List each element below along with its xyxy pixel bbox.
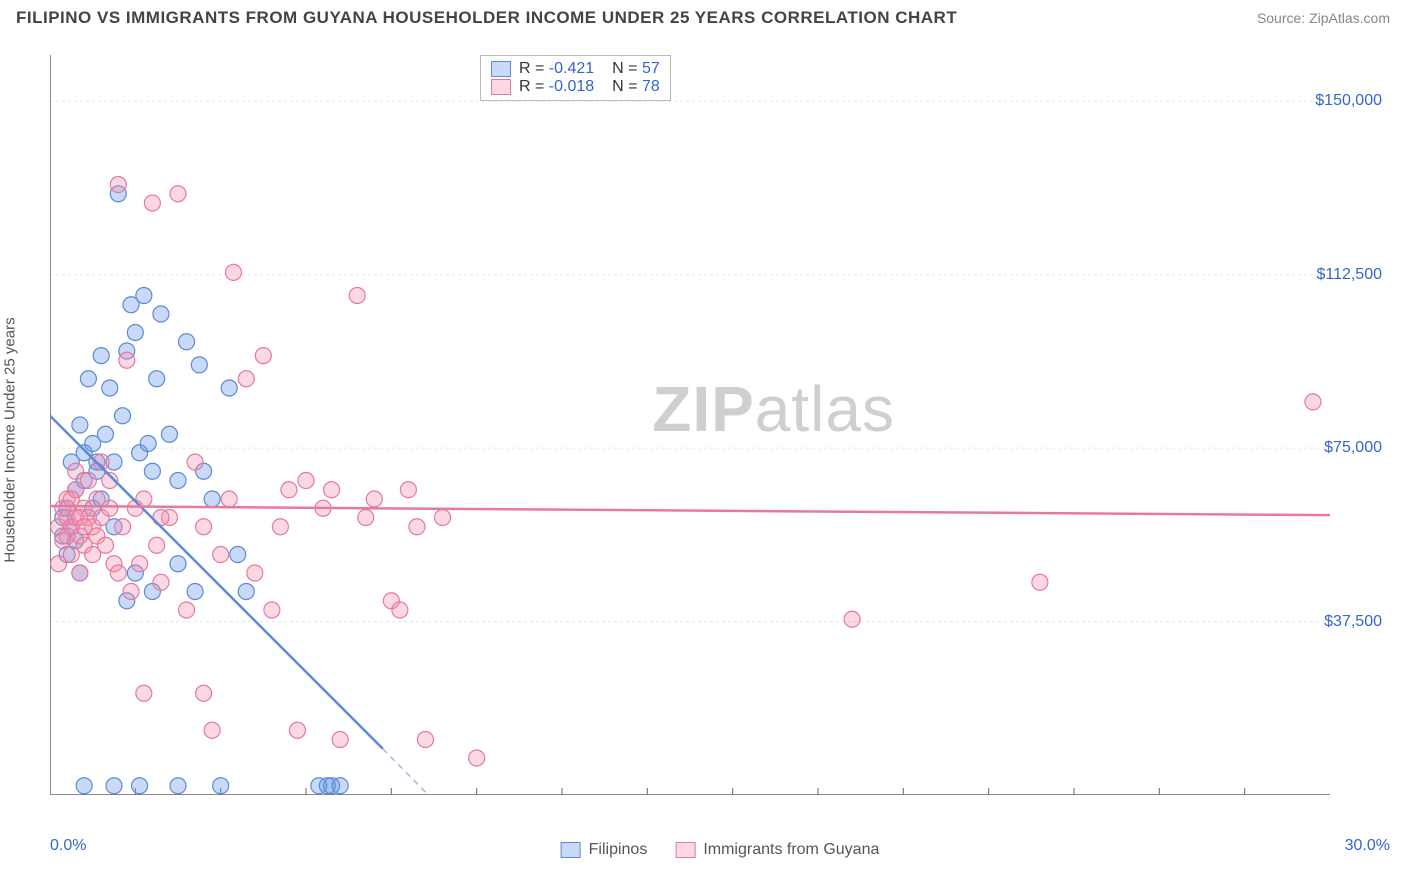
r-value-filipinos: -0.421 bbox=[549, 60, 594, 77]
legend-swatch-guyana bbox=[491, 79, 511, 95]
x-min-label: 0.0% bbox=[50, 837, 86, 855]
chart-area: Householder Income Under 25 years ZIPatl… bbox=[50, 55, 1390, 825]
chart-title: FILIPINO VS IMMIGRANTS FROM GUYANA HOUSE… bbox=[16, 8, 957, 28]
legend-item-guyana: Immigrants from Guyana bbox=[675, 841, 879, 859]
n-value-guyana: 78 bbox=[642, 78, 660, 95]
legend-swatch-icon bbox=[675, 842, 695, 858]
r-value-guyana: -0.018 bbox=[549, 78, 594, 95]
correlation-legend: R = -0.421 N = 57 R = -0.018 N = 78 bbox=[480, 55, 671, 101]
y-tick-label: $112,500 bbox=[1316, 266, 1382, 284]
chart-header: FILIPINO VS IMMIGRANTS FROM GUYANA HOUSE… bbox=[0, 0, 1406, 32]
legend-row-guyana: R = -0.018 N = 78 bbox=[491, 78, 660, 96]
y-tick-label: $150,000 bbox=[1315, 92, 1382, 110]
legend-label: Immigrants from Guyana bbox=[703, 841, 879, 859]
legend-label: Filipinos bbox=[589, 841, 648, 859]
legend-swatch-icon bbox=[561, 842, 581, 858]
x-max-label: 30.0% bbox=[1345, 837, 1390, 855]
legend-swatch-filipinos bbox=[491, 61, 511, 77]
y-tick-label: $37,500 bbox=[1324, 613, 1382, 631]
chart-source: Source: ZipAtlas.com bbox=[1257, 10, 1390, 26]
y-tick-label: $75,000 bbox=[1324, 439, 1382, 457]
n-value-filipinos: 57 bbox=[642, 60, 660, 77]
y-axis-label: Householder Income Under 25 years bbox=[2, 317, 19, 562]
series-legend: Filipinos Immigrants from Guyana bbox=[561, 841, 880, 859]
legend-row-filipinos: R = -0.421 N = 57 bbox=[491, 60, 660, 78]
scatter-plot bbox=[50, 55, 1330, 795]
legend-item-filipinos: Filipinos bbox=[561, 841, 648, 859]
